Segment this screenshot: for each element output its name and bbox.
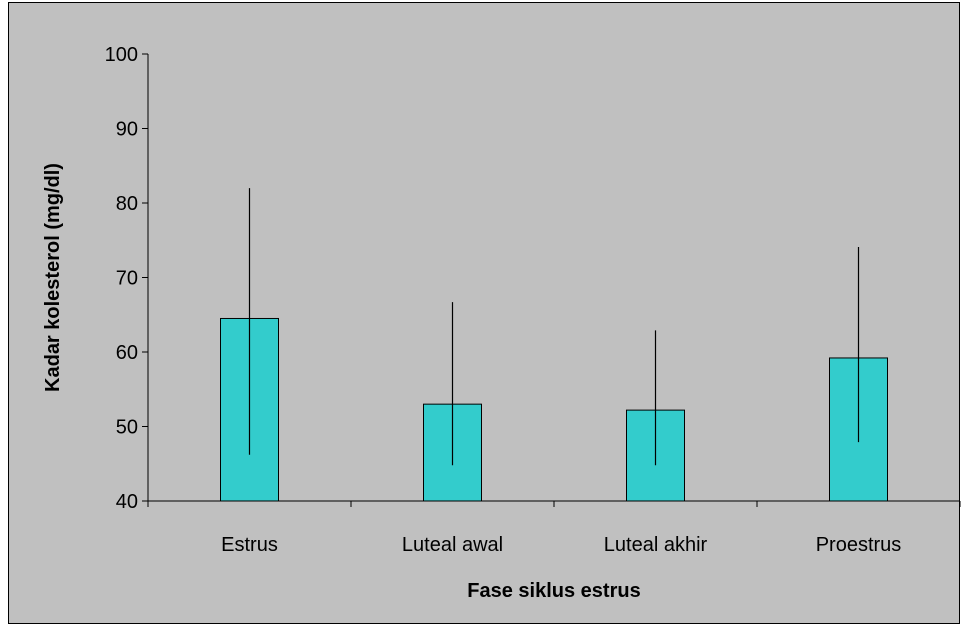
error-bars xyxy=(248,188,860,466)
x-tick-label: Luteal awal xyxy=(402,534,503,556)
y-tick-label: 90 xyxy=(116,119,138,141)
y-tick-label: 70 xyxy=(116,268,138,290)
y-tick-label: 80 xyxy=(116,193,138,215)
bars xyxy=(220,317,888,502)
y-tick-label: 60 xyxy=(116,342,138,364)
y-axis-title: Kadar kolesterol (mg/dl) xyxy=(42,163,64,392)
chart-area xyxy=(8,2,960,624)
x-tick-label: Luteal akhir xyxy=(604,534,708,556)
y-tick-label: 100 xyxy=(105,44,138,66)
y-tick-label: 50 xyxy=(116,417,138,439)
y-tick-label: 40 xyxy=(116,491,138,513)
x-tick-label: Estrus xyxy=(221,534,278,556)
y-axis: 40 50 60 70 80 90 100 xyxy=(105,44,149,513)
x-axis-title: Fase siklus estrus xyxy=(467,580,640,602)
x-axis: Estrus Luteal awal Luteal akhir Proestrus xyxy=(147,500,961,556)
x-tick-label: Proestrus xyxy=(816,534,902,556)
